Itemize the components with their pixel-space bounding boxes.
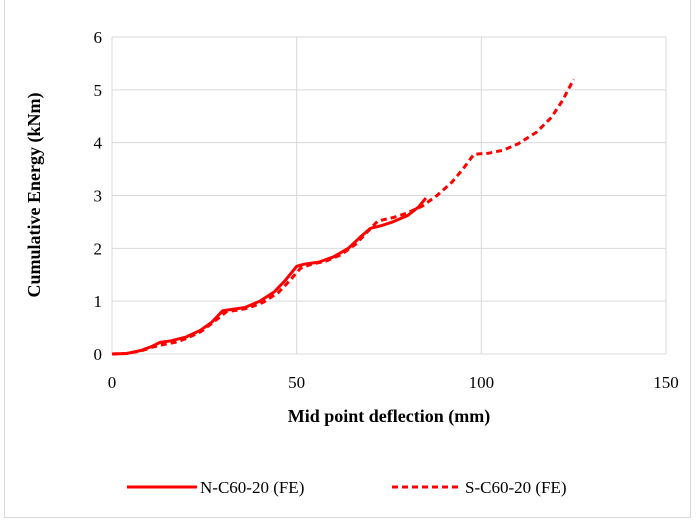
x-tick-label: 50	[288, 373, 305, 392]
series-line-s-c60-20	[111, 78, 576, 356]
y-tick-label: 4	[94, 134, 103, 153]
x-tick-label: 100	[469, 373, 495, 392]
tick-labels: 0 1 2 3 4 5 6 0 50 100 150	[94, 28, 679, 392]
y-tick-label: 3	[94, 187, 103, 206]
x-tick-label: 150	[653, 373, 679, 392]
y-tick-label: 2	[94, 239, 103, 258]
series-line-n-c60-20	[111, 197, 428, 356]
x-axis-title: Mid point deflection (mm)	[288, 406, 490, 427]
legend-label-n-c60-20: N-C60-20 (FE)	[200, 478, 304, 497]
y-tick-label: 5	[94, 81, 103, 100]
series-layer	[111, 78, 576, 356]
y-tick-label: 1	[94, 292, 103, 311]
gridlines	[111, 36, 667, 355]
legend: N-C60-20 (FE) S-C60-20 (FE)	[127, 478, 567, 497]
legend-label-s-c60-20: S-C60-20 (FE)	[465, 478, 567, 497]
x-tick-label: 0	[108, 373, 117, 392]
y-tick-label: 0	[94, 345, 103, 364]
chart-frame	[4, 0, 691, 518]
y-tick-label: 6	[94, 28, 103, 47]
y-axis-title: Cumulative Energy (kNm)	[24, 93, 45, 298]
